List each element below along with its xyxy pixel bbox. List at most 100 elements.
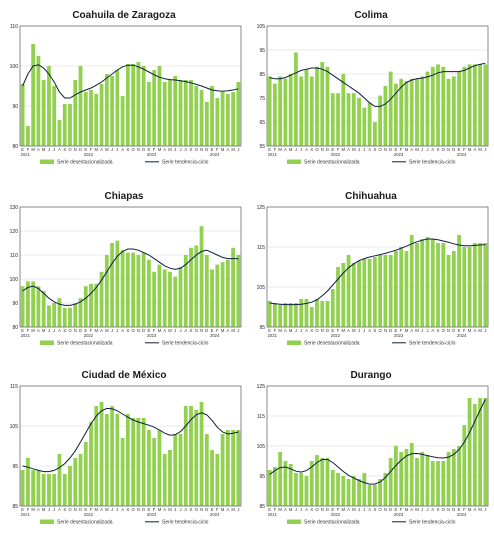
x-tick-label: O bbox=[315, 328, 319, 333]
x-tick-label: M bbox=[415, 507, 419, 512]
x-tick-label: S bbox=[190, 507, 193, 512]
x-tick-label: F bbox=[463, 328, 466, 333]
bar bbox=[220, 92, 225, 146]
y-tick-label: 90 bbox=[12, 104, 18, 110]
bar bbox=[183, 406, 188, 506]
x-tick-label: M bbox=[31, 147, 35, 152]
bar bbox=[420, 452, 425, 506]
trend-line bbox=[269, 62, 486, 107]
y-tick-label: 125 bbox=[257, 205, 266, 211]
bar bbox=[394, 83, 398, 146]
x-tick-label: J bbox=[421, 147, 423, 152]
x-tick-label: M bbox=[231, 507, 235, 512]
x-tick-label: M bbox=[221, 507, 225, 512]
x-tick-label: M bbox=[168, 328, 172, 333]
plot-area bbox=[266, 25, 489, 147]
x-tick-label: M bbox=[95, 507, 99, 512]
bar bbox=[141, 66, 146, 146]
x-tick-label: M bbox=[342, 147, 346, 152]
x-tick-label: D bbox=[79, 507, 82, 512]
bar bbox=[462, 247, 467, 327]
x-tick-label: E bbox=[211, 507, 214, 512]
year-label: 2021 bbox=[268, 333, 278, 338]
bar bbox=[441, 243, 446, 327]
bar bbox=[362, 259, 367, 327]
bar bbox=[299, 76, 304, 146]
x-tick-label: F bbox=[337, 507, 340, 512]
x-tick-label: M bbox=[478, 328, 482, 333]
bar bbox=[341, 263, 346, 327]
bar bbox=[89, 90, 93, 146]
bar bbox=[372, 257, 377, 327]
y-tick-label: 110 bbox=[10, 24, 18, 30]
x-tick-label: O bbox=[378, 147, 382, 152]
bar bbox=[83, 92, 88, 146]
x-tick-label: O bbox=[378, 328, 382, 333]
bar bbox=[136, 62, 141, 146]
x-tick-label: N bbox=[200, 507, 203, 512]
trend-line bbox=[22, 407, 239, 473]
x-tick-label: F bbox=[27, 507, 30, 512]
bar bbox=[367, 102, 372, 146]
plot-area bbox=[266, 206, 489, 328]
x-tick-label: A bbox=[58, 328, 61, 333]
y-tick-label: 100 bbox=[10, 64, 19, 70]
chart-title: Ciudad de México bbox=[81, 370, 167, 381]
bar bbox=[399, 452, 404, 506]
x-tick-label: N bbox=[384, 507, 387, 512]
x-tick-label: A bbox=[163, 507, 166, 512]
bar bbox=[99, 271, 104, 327]
bar bbox=[52, 86, 57, 146]
bar bbox=[31, 281, 36, 327]
x-tick-label: N bbox=[137, 147, 140, 152]
bar bbox=[320, 458, 325, 506]
bar bbox=[210, 269, 214, 327]
year-label: 2022 bbox=[331, 333, 341, 338]
bar bbox=[68, 466, 72, 506]
x-tick-label: A bbox=[226, 507, 229, 512]
bar bbox=[57, 120, 62, 146]
x-tick-label: A bbox=[184, 507, 187, 512]
bar bbox=[283, 78, 288, 146]
x-tick-label: E bbox=[268, 507, 271, 512]
bar bbox=[31, 44, 36, 146]
bar bbox=[399, 247, 404, 327]
bar bbox=[83, 286, 88, 327]
x-tick-label: O bbox=[68, 507, 72, 512]
x-tick-label: F bbox=[216, 328, 219, 333]
x-tick-label: A bbox=[100, 147, 103, 152]
x-tick-label: F bbox=[337, 147, 340, 152]
trend-line bbox=[22, 64, 239, 99]
x-tick-label: M bbox=[415, 328, 419, 333]
x-tick-label: J bbox=[300, 507, 302, 512]
x-tick-label: F bbox=[90, 507, 93, 512]
bar bbox=[272, 467, 277, 506]
x-tick-label: J bbox=[174, 328, 176, 333]
legend-trend-label: Serie tendencia-ciclo bbox=[409, 160, 456, 166]
bar bbox=[120, 250, 125, 327]
bar bbox=[204, 434, 209, 506]
y-tick-label: 80 bbox=[12, 325, 18, 331]
x-tick-label: S bbox=[310, 328, 313, 333]
y-tick-label: 120 bbox=[10, 229, 19, 235]
x-tick-label: J bbox=[426, 147, 428, 152]
bar bbox=[20, 470, 25, 506]
bar bbox=[304, 299, 309, 327]
bar bbox=[194, 245, 199, 327]
bar bbox=[325, 458, 330, 506]
bar bbox=[215, 454, 220, 506]
bar bbox=[378, 255, 383, 327]
x-tick-label: J bbox=[53, 507, 55, 512]
x-tick-label: N bbox=[321, 507, 324, 512]
x-tick-label: A bbox=[100, 328, 103, 333]
bar bbox=[404, 449, 409, 506]
x-tick-label: M bbox=[352, 507, 356, 512]
bar bbox=[483, 64, 488, 146]
y-tick-label: 95 bbox=[259, 325, 265, 331]
x-tick-label: M bbox=[105, 507, 109, 512]
legend-bar-swatch bbox=[40, 519, 54, 524]
bar bbox=[162, 82, 167, 146]
bar bbox=[83, 442, 88, 506]
year-label: 2023 bbox=[394, 333, 404, 338]
bar bbox=[325, 66, 330, 146]
